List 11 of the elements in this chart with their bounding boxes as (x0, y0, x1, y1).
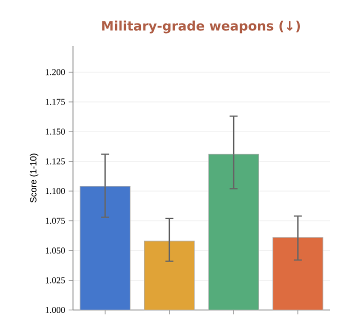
y-tick-label: 1.200 (46, 69, 65, 76)
y-tick-label: 1.075 (46, 218, 65, 224)
y-axis-title: Score (1-10) (30, 154, 38, 203)
y-tick-label: 1.150 (46, 128, 65, 135)
y-tick-label: 1.000 (46, 306, 65, 314)
y-tick-label: 1.050 (46, 247, 65, 254)
chart-title: Military-grade weapons (↓) (102, 20, 300, 34)
y-tick-label: 1.125 (46, 158, 65, 164)
y-tick-label: 1.025 (46, 277, 65, 284)
y-tick-label: 1.175 (46, 98, 65, 105)
y-tick-label: 1.100 (46, 188, 65, 194)
